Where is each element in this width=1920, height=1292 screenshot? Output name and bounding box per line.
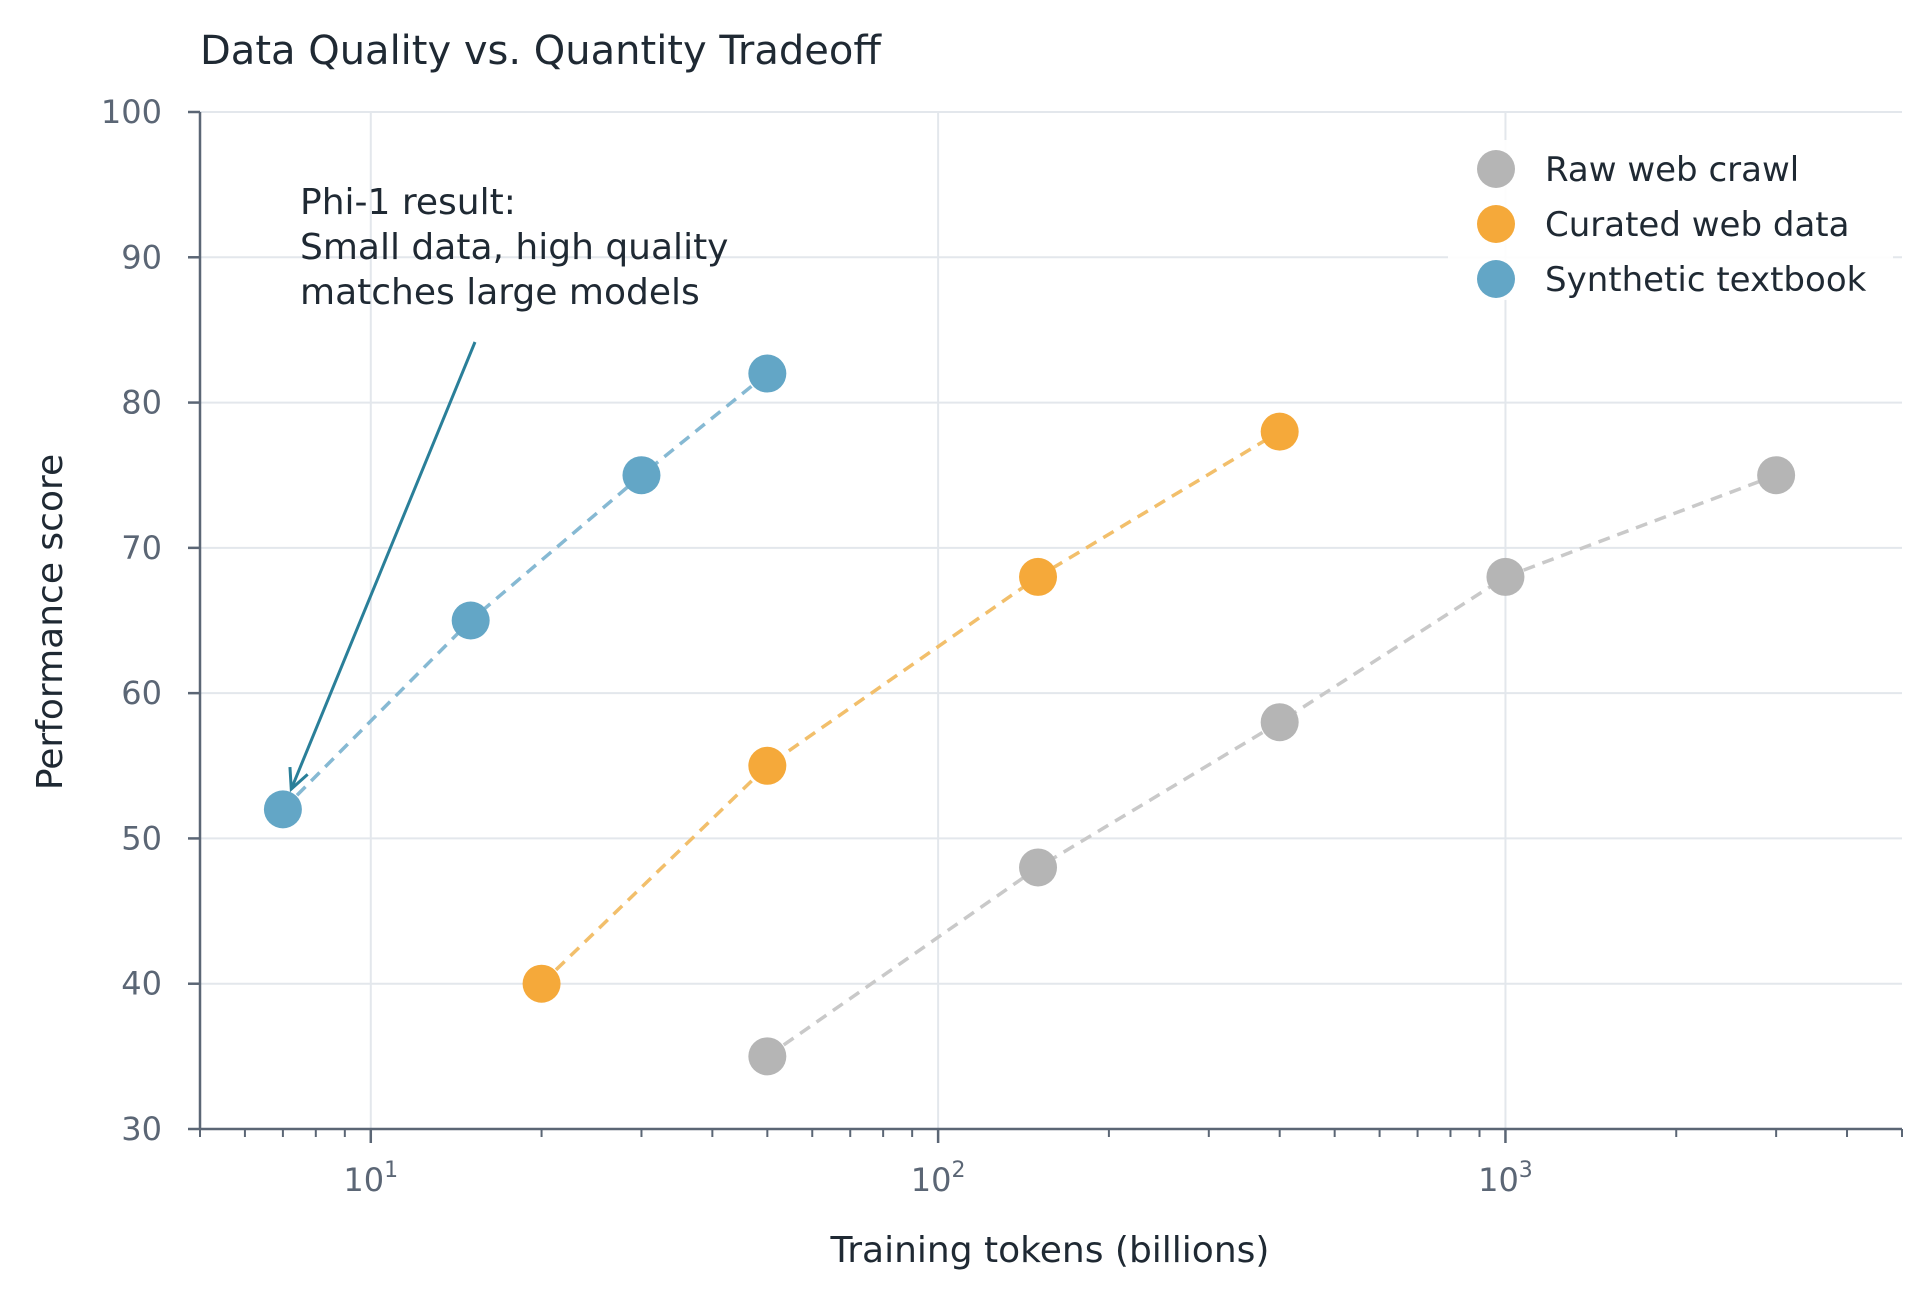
annotation: Phi-1 result:Small data, high qualitymat… <box>288 182 728 793</box>
y-axis-label: Performance score <box>30 454 71 790</box>
legend: Raw web crawl Curated web data Synthetic t… <box>1448 140 1893 300</box>
annotation-text: Small data, high quality <box>300 227 728 268</box>
series-line <box>540 430 1281 985</box>
axes: 30 40 50 60 70 80 90 100 101 102 103 <box>101 93 1903 1199</box>
series-line <box>766 473 1777 1058</box>
data-point <box>451 601 490 640</box>
data-point <box>1260 412 1299 451</box>
data-point <box>1019 557 1058 596</box>
annotation-text: Phi-1 result: <box>300 182 516 223</box>
legend-label: Curated web data <box>1545 205 1849 245</box>
legend-marker <box>1477 150 1515 188</box>
legend-box <box>1448 140 1893 300</box>
chart-title: Data Quality vs. Quantity Tradeoff <box>200 28 882 74</box>
y-tick-label: 30 <box>121 1110 162 1148</box>
y-tick-label: 90 <box>121 238 162 276</box>
data-point <box>1486 557 1525 596</box>
data-point <box>1260 703 1299 742</box>
data-point <box>522 964 561 1003</box>
y-tick-label: 80 <box>121 384 162 422</box>
x-tick-label: 102 <box>911 1158 966 1199</box>
data-point <box>622 456 661 495</box>
data-point <box>748 1037 787 1076</box>
legend-marker <box>1477 205 1515 243</box>
series-line <box>281 372 769 811</box>
x-axis-label: Training tokens (billions) <box>830 1230 1270 1271</box>
annotation-arrowhead <box>288 766 309 793</box>
y-tick-label: 100 <box>101 93 162 131</box>
annotation-arrow <box>289 341 477 790</box>
y-tick-label: 60 <box>121 674 162 712</box>
annotation-text: matches large models <box>300 272 700 313</box>
legend-marker <box>1477 260 1515 298</box>
legend-label: Synthetic textbook <box>1545 260 1867 300</box>
series-layer <box>263 354 1796 1076</box>
data-point <box>748 746 787 785</box>
legend-label: Raw web crawl <box>1545 150 1799 190</box>
data-point <box>1019 848 1058 887</box>
data-point <box>263 790 302 829</box>
y-tick-label: 40 <box>121 965 162 1003</box>
y-tick-label: 70 <box>121 529 162 567</box>
data-point <box>1757 456 1796 495</box>
data-point <box>748 354 787 393</box>
x-tick-label: 103 <box>1478 1158 1533 1199</box>
x-tick-label: 101 <box>343 1158 398 1199</box>
y-tick-label: 50 <box>121 819 162 857</box>
